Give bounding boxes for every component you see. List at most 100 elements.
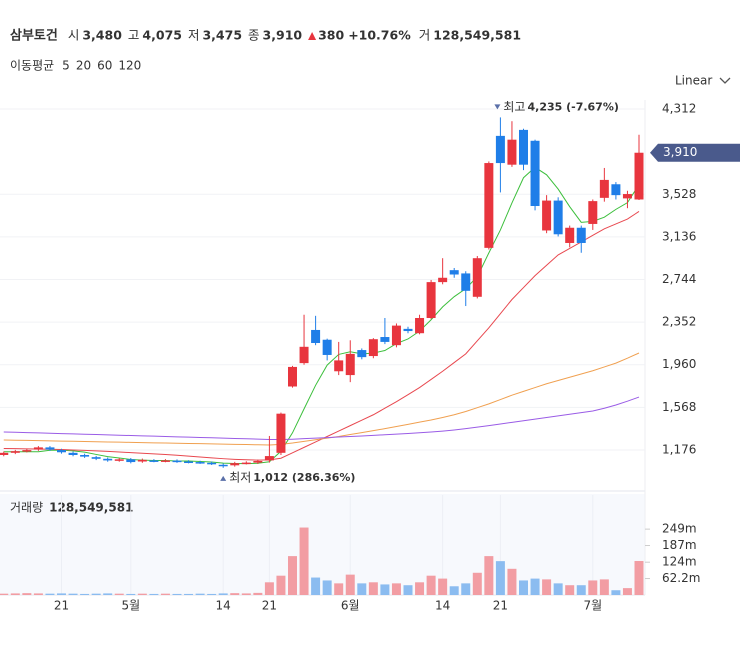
volume-bar (68, 593, 78, 595)
candle-body (622, 194, 632, 199)
candle-body (68, 452, 78, 455)
candle-body (403, 328, 413, 332)
scale-label: Linear (675, 74, 712, 88)
candle-body (368, 339, 378, 357)
candle-body (10, 451, 20, 453)
volume-bar (172, 593, 182, 595)
candle-body (288, 366, 297, 387)
field-key: 시 (68, 28, 80, 43)
volume-bar (415, 582, 425, 595)
volume-bar (288, 556, 297, 595)
scale-dropdown[interactable] (719, 77, 731, 84)
candle-body (345, 353, 355, 376)
volume-bar (253, 592, 263, 595)
candle-body (461, 273, 471, 291)
candle-body (588, 201, 598, 224)
volume-bar (311, 577, 321, 595)
volume-bar (149, 593, 159, 595)
candle-body (634, 152, 644, 200)
volume-bar (264, 582, 274, 595)
candle-body (149, 460, 159, 462)
y-tick-label: 3,528 (662, 187, 696, 201)
volume-title-value: 128,549,581 (49, 501, 133, 515)
candle-body (311, 329, 321, 344)
legend-entry: 20 (76, 59, 91, 73)
volume-tick-label: 187m (662, 538, 697, 552)
volume-bar (622, 588, 632, 595)
volume-bar (461, 583, 471, 595)
volume-bar (103, 593, 113, 595)
volume-bar (334, 583, 344, 595)
volume-tick-label: 124m (662, 555, 697, 569)
candle-body (334, 360, 344, 372)
volume-bar (368, 582, 378, 595)
max_marker-arrow (494, 104, 501, 110)
volume-bar (195, 593, 205, 595)
field-value: 3,475 (202, 28, 242, 43)
candle-body (519, 129, 528, 165)
volume-bar (22, 593, 32, 595)
volume-bar (634, 560, 644, 595)
y-tick-label: 1,176 (662, 442, 696, 456)
volume-bar (80, 593, 90, 595)
candle-body (114, 459, 124, 461)
volume-tick-label: 62.2m (662, 571, 700, 585)
volume-bar (160, 593, 170, 595)
volume-bar (126, 593, 136, 595)
x-tick-label: 7월 (583, 599, 602, 613)
candle-body (611, 184, 621, 196)
field-key: 종 (248, 28, 260, 43)
y-tick-label: 2,744 (662, 272, 696, 286)
header: 삼부토건 (10, 28, 58, 44)
candle-body (576, 227, 586, 243)
volume-bar (33, 593, 43, 595)
field-value: 3,910 (263, 28, 303, 43)
volume-bar (530, 578, 540, 595)
candle-body (426, 282, 436, 318)
x-tick-label: 5월 (121, 599, 140, 613)
volume-bar (345, 574, 355, 595)
volume-bar (230, 593, 240, 595)
field-value: 3,480 (82, 28, 122, 43)
candle-body (507, 139, 517, 165)
candle-body (22, 450, 32, 452)
candle-body (0, 452, 9, 455)
legend-entry: 60 (97, 59, 112, 73)
legend-entry: 5 (62, 59, 70, 73)
volume-bar (588, 580, 598, 595)
volume-bar (299, 527, 309, 595)
volume-bar (403, 585, 413, 595)
volume-bar (184, 593, 194, 595)
volume-bar (472, 572, 482, 595)
candle-body (160, 460, 170, 462)
max_marker-value: 4,235 (-7.67%) (527, 100, 618, 113)
stock-name: 삼부토건 (10, 28, 58, 44)
volume-title: 거래량 (10, 501, 43, 515)
ma-line (3, 396, 640, 441)
volume-bar (391, 583, 401, 595)
ma-title: 이동평균 (10, 59, 54, 73)
candle-body (253, 460, 263, 463)
candle-body (103, 458, 113, 461)
volume-bar (45, 593, 55, 595)
volume-bar (91, 593, 101, 595)
x-tick-label: 21 (54, 599, 69, 613)
candle-body (299, 346, 309, 364)
candle-body (322, 339, 332, 355)
volume-bar (0, 593, 9, 595)
candle-body (542, 200, 552, 231)
volume-bar (611, 590, 621, 595)
candle-body (495, 135, 505, 164)
y-tick-label: 1,568 (662, 400, 696, 414)
candle-body (438, 277, 448, 283)
candle-body (357, 350, 367, 358)
volume-bar (507, 568, 517, 595)
candle-body (276, 413, 286, 453)
volume-bar (438, 578, 448, 595)
volume-bar (276, 575, 286, 595)
candle-body (218, 464, 228, 467)
volume-bar (322, 580, 332, 595)
candle-body (391, 325, 401, 346)
candle-body (137, 459, 147, 462)
candle-body (230, 463, 240, 466)
